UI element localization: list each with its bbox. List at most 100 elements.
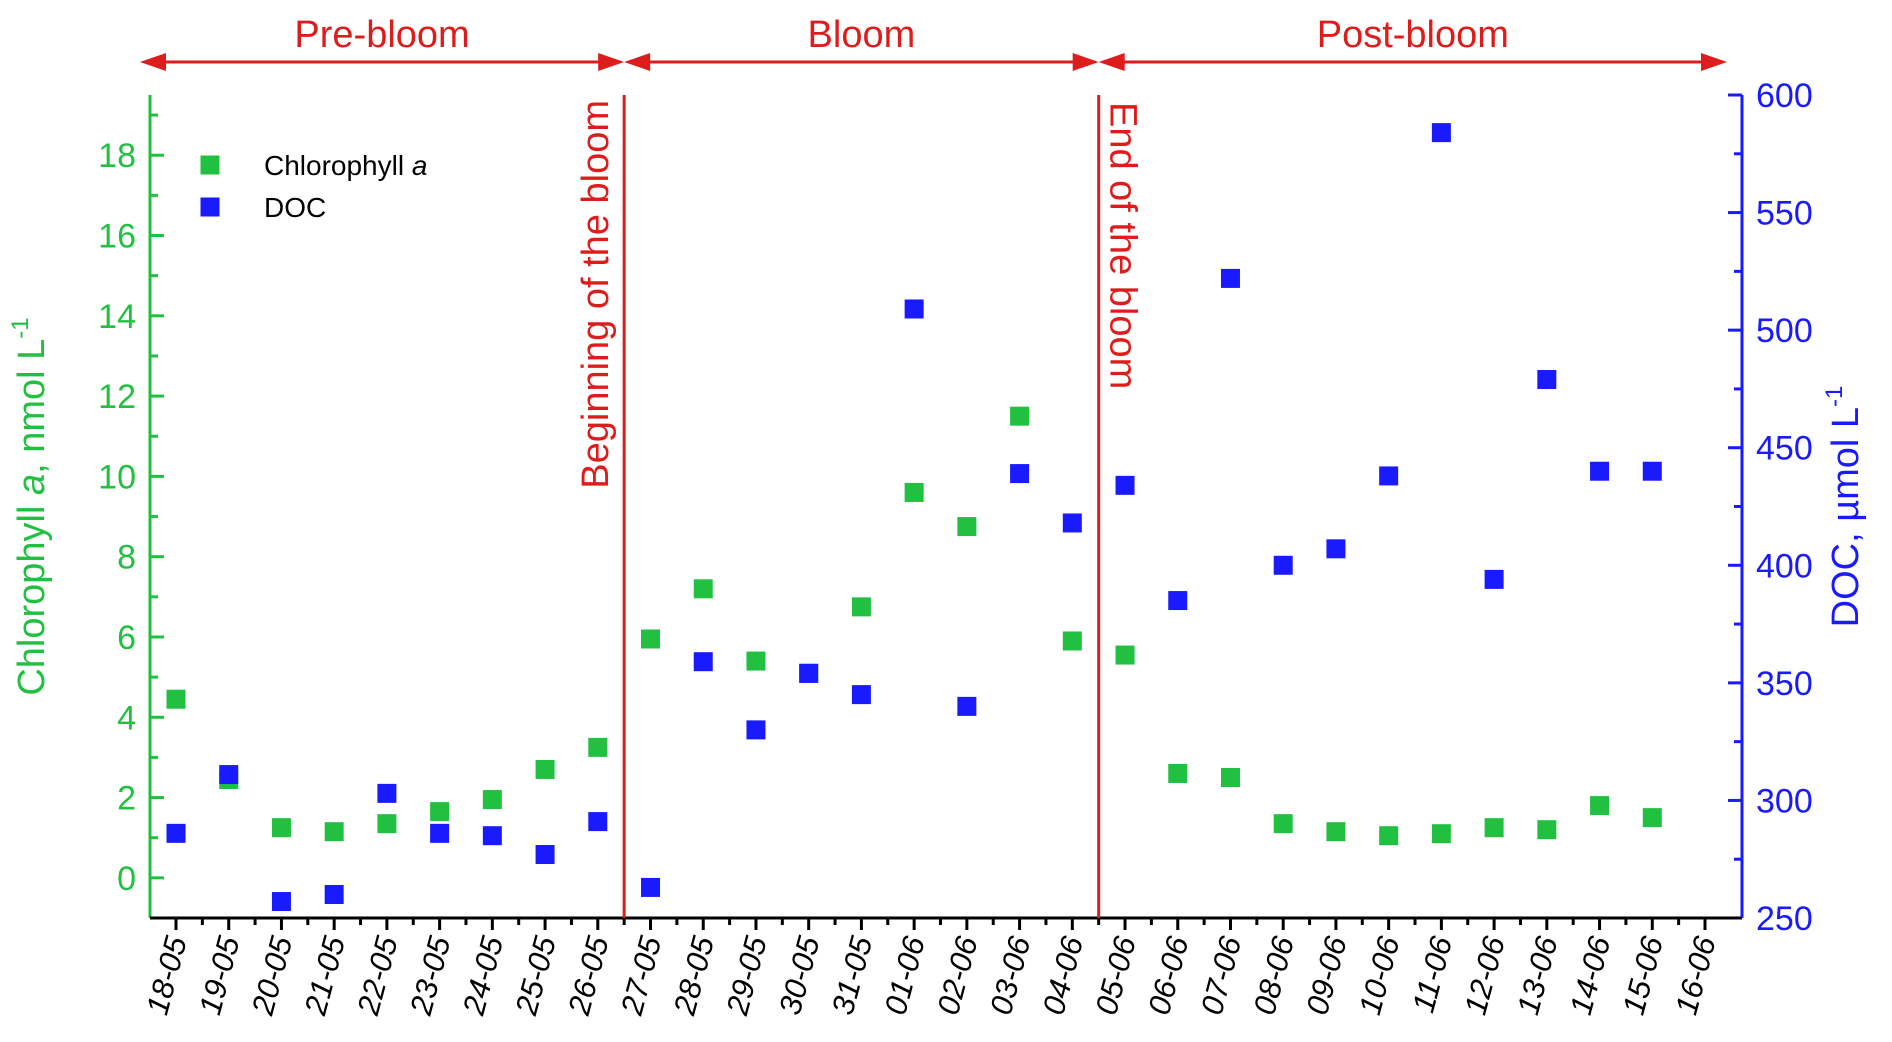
right-tick-label: 400 — [1756, 547, 1813, 585]
left-tick-label: 16 — [98, 218, 136, 256]
x-tick-label: 08-06 — [1247, 932, 1302, 1018]
data-point — [535, 759, 555, 779]
data-point — [1326, 822, 1346, 842]
data-point — [1273, 814, 1293, 834]
data-point — [1484, 569, 1504, 589]
right-tick-label: 300 — [1756, 782, 1813, 820]
legend-entry: Chlorophyll a — [264, 150, 427, 181]
data-point — [1642, 808, 1662, 828]
data-point — [588, 812, 608, 832]
right-tick-label: 450 — [1756, 430, 1813, 468]
x-tick-label: 25-05 — [508, 932, 563, 1019]
legend-marker — [200, 197, 220, 217]
right-axis-label: DOC, µmol L-1 — [1821, 386, 1867, 628]
data-point — [535, 845, 555, 865]
data-point — [641, 629, 661, 649]
legend-entry: DOC — [264, 192, 326, 223]
x-tick-label: 02-06 — [930, 932, 985, 1018]
data-point — [377, 783, 397, 803]
right-tick-label: 500 — [1756, 312, 1813, 350]
data-point — [377, 814, 397, 834]
x-tick-label: 11-06 — [1405, 932, 1459, 1016]
x-tick-label: 10-06 — [1352, 932, 1407, 1018]
data-point — [430, 802, 450, 822]
x-tick-label: 13-06 — [1510, 932, 1565, 1018]
data-point — [746, 720, 766, 740]
x-tick-label: 28-05 — [666, 932, 721, 1019]
x-tick-label: 18-05 — [139, 932, 194, 1018]
data-point — [1326, 539, 1346, 559]
left-y-axis: 0 2 4 6 8 10 12 14 16 18 Chlorophyll a, nmol L-1 — [7, 95, 164, 920]
data-point — [1220, 767, 1240, 787]
left-tick-label: 12 — [98, 378, 136, 416]
left-tick-label: 6 — [117, 619, 136, 657]
legend-marker — [200, 155, 220, 175]
data-point — [1062, 631, 1082, 651]
phase-arrowhead-right — [1072, 53, 1099, 71]
left-tick-label: 0 — [117, 860, 136, 898]
data-point — [904, 482, 924, 502]
left-tick-label: 10 — [98, 458, 136, 496]
x-tick-label: 27-05 — [614, 932, 669, 1019]
data-point — [1168, 591, 1188, 611]
phase-arrowhead-left — [140, 53, 166, 71]
data-point — [219, 765, 239, 785]
phase-label: Pre-bloom — [294, 14, 469, 56]
data-point — [1115, 645, 1135, 665]
phase-arrowhead-right — [1701, 53, 1727, 71]
data-point — [1484, 818, 1504, 838]
x-tick-label: 01-06 — [878, 932, 933, 1018]
x-tick-label: 05-06 — [1088, 932, 1143, 1018]
x-tick-label: 24-05 — [456, 932, 511, 1019]
data-point — [1379, 826, 1399, 846]
data-point — [166, 689, 186, 709]
x-tick-label: 07-06 — [1194, 932, 1249, 1018]
data-point — [1220, 268, 1240, 288]
bloom-boundary-lines: Beginning of the bloom End of the bloom — [575, 95, 1144, 918]
x-tick-label: 15-06 — [1616, 932, 1671, 1018]
x-tick-label: 19-05 — [192, 932, 247, 1018]
left-tick-label: 2 — [117, 780, 136, 818]
data-point — [271, 818, 291, 838]
left-tick-label: 18 — [98, 137, 136, 175]
legend: Chlorophyll a DOC — [200, 150, 427, 223]
data-point — [1062, 513, 1082, 533]
series-doc-points — [166, 123, 1662, 912]
left-axis-label: Chlorophyll a, nmol L-1 — [7, 317, 53, 695]
x-tick-label: 04-06 — [1036, 932, 1091, 1018]
x-tick-label: 16-06 — [1668, 932, 1723, 1018]
x-tick-label: 06-06 — [1141, 932, 1196, 1018]
data-point — [271, 892, 291, 912]
phase-arrows: Pre-bloom Bloom Post-bloom — [140, 14, 1727, 71]
data-point — [1115, 475, 1135, 495]
phase-arrowhead-left — [1098, 53, 1125, 71]
data-point — [430, 823, 450, 843]
x-tick-label: 09-06 — [1299, 932, 1354, 1018]
right-tick-label: 600 — [1756, 77, 1813, 115]
phase-arrowhead-right — [598, 53, 625, 71]
x-tick-label: 22-05 — [350, 932, 405, 1019]
data-point — [1273, 555, 1293, 575]
data-point — [641, 877, 661, 897]
right-tick-label: 350 — [1756, 665, 1813, 703]
phase-arrowhead-left — [624, 53, 651, 71]
data-point — [1642, 461, 1662, 481]
data-point — [693, 579, 713, 599]
x-tick-label: 29-05 — [719, 932, 774, 1019]
right-tick-label: 250 — [1756, 900, 1813, 938]
x-tick-label: 20-05 — [245, 932, 300, 1019]
data-point — [482, 790, 502, 810]
right-tick-label: 550 — [1756, 195, 1813, 233]
bloom-boundary-annotation: Beginning of the bloom — [575, 100, 617, 489]
data-point — [904, 299, 924, 319]
x-tick-label: 30-05 — [772, 932, 827, 1018]
data-point — [1379, 466, 1399, 486]
data-point — [957, 696, 977, 716]
data-point — [1537, 370, 1557, 390]
data-point — [957, 517, 977, 537]
phase-label: Post-bloom — [1317, 14, 1509, 56]
data-point — [746, 651, 766, 671]
x-tick-label: 21-05 — [297, 932, 352, 1019]
data-point — [851, 597, 871, 617]
